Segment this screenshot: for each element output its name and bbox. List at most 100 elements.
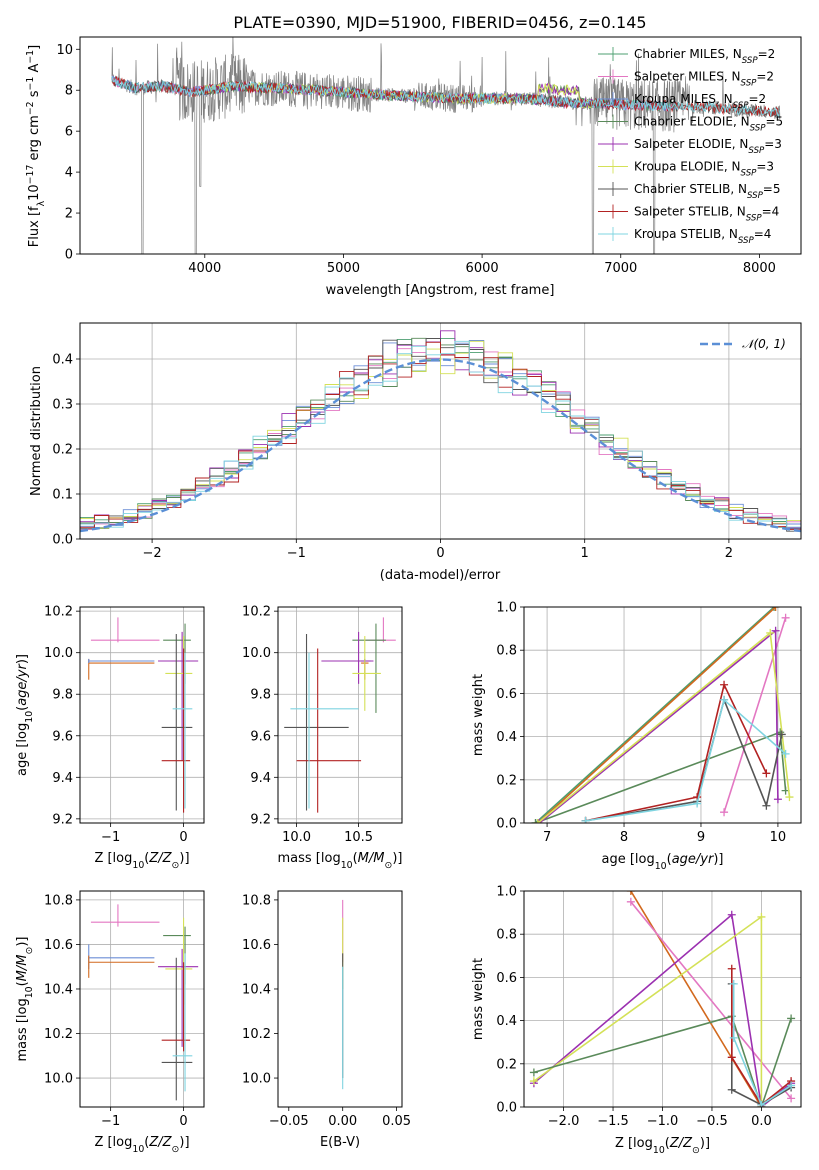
y-tick-label: 10.0 <box>44 646 73 661</box>
weight-series-salpeter-miles <box>626 897 796 1103</box>
y-tick-label: 0 <box>65 248 73 263</box>
y-axis-label: Normed distribution <box>29 366 44 496</box>
axes-weight-vs-age: 7 8 9 10 0.0 0.2 0.4 0.6 0.8 1.0 <box>496 601 802 845</box>
errorbar-point <box>158 948 199 1047</box>
x-tick-label: 0 <box>179 830 187 845</box>
x-tick-label: 10.5 <box>344 830 373 845</box>
y-tick-label: 10.0 <box>242 646 271 661</box>
axes-frame <box>79 36 802 255</box>
y-tick-label: 0.4 <box>52 353 73 368</box>
axes-residuals: −2 −1 0 1 2 0.0 0.1 0.2 0.3 0.4 𝒩(0, 1) <box>52 322 802 561</box>
weight-marker <box>720 695 729 704</box>
y-tick-label: 10.8 <box>44 893 73 908</box>
errorbar-point <box>172 953 193 1092</box>
x-axis-label: mass [log10(M/M⊙)] <box>278 851 403 871</box>
weight-marker <box>777 730 786 739</box>
legend-label: Salpeter MILES, NSSP=2 <box>634 70 774 89</box>
y-tick-label: 6 <box>65 125 73 140</box>
weight-series-orange <box>533 607 780 823</box>
weight-line <box>533 915 763 1107</box>
y-tick-label: 0.0 <box>496 1101 517 1116</box>
y-axis-label: mass weight <box>471 958 486 1040</box>
axes-mass-vs-EBV: −0.05 0.00 0.05 10.0 10.2 10.4 10.6 10.8 <box>242 890 411 1129</box>
x-axis-label: Z [log10(Z/Z⊙)] <box>94 1135 189 1155</box>
weight-marker <box>729 1033 738 1042</box>
weight-marker <box>757 912 766 921</box>
weight-marker <box>727 1085 736 1094</box>
errorbar-point <box>88 658 155 680</box>
axes-spectrum: 4000 5000 6000 7000 8000 0 2 4 6 8 10 Chabrier MILE… <box>56 36 802 276</box>
x-tick-label: 0 <box>179 1114 187 1129</box>
weight-marker <box>781 613 790 622</box>
weight-line <box>630 901 792 1099</box>
errorbar-point <box>90 904 160 927</box>
x-tick-label: 0.0 <box>751 1114 772 1129</box>
axes-age-vs-mass: 10.0 10.5 9.2 9.4 9.6 9.8 10.0 10.2 <box>242 605 403 845</box>
errorbar-point <box>88 658 155 664</box>
x-tick-label: −2 <box>143 546 162 561</box>
x-tick-label: −2.0 <box>548 1114 580 1129</box>
x-axis-label: wavelength [Angstrom, rest frame] <box>326 283 555 298</box>
errorbar-point <box>161 957 193 1101</box>
x-tick-label: 0 <box>436 546 444 561</box>
axes-age-vs-Z: −1 0 9.2 9.4 9.6 9.8 10.0 10.2 <box>44 605 205 845</box>
y-tick-label: 0.6 <box>496 687 517 702</box>
axes-frame <box>277 606 403 824</box>
weight-marker <box>781 749 790 758</box>
errorbar-point <box>290 652 359 809</box>
plot-area-mass-vs-Z <box>88 904 199 1101</box>
axes-frame <box>79 890 205 1108</box>
weight-marker <box>771 607 780 611</box>
weight-marker <box>762 769 771 778</box>
legend-label: Chabrier ELODIE, NSSP=5 <box>634 115 783 134</box>
x-tick-label: 2 <box>725 546 733 561</box>
weight-marker <box>531 819 540 823</box>
x-tick-label: 7000 <box>604 261 637 276</box>
x-tick-label: −1 <box>101 1114 120 1129</box>
plot-area-weight-vs-age <box>531 607 794 823</box>
x-tick-label: −1 <box>101 830 120 845</box>
y-axis-label: mass weight <box>471 674 486 756</box>
errorbar-point <box>163 926 191 985</box>
x-tick-label: 8 <box>620 830 628 845</box>
errorbar-point <box>88 955 155 978</box>
weight-series-kroupa-elodie <box>529 912 766 1107</box>
x-axis-label: age [log10(age/yr)] <box>601 852 723 872</box>
weight-series-chabrier-elodie <box>531 728 790 823</box>
x-tick-label: 10 <box>770 830 787 845</box>
normal-distribution-curve <box>80 358 801 533</box>
y-axis-label: mass [log10(M/M⊙)] <box>15 937 35 1062</box>
weight-line <box>731 968 792 1106</box>
weight-marker <box>773 795 782 804</box>
weight-series-salpeter-elodie <box>535 626 782 823</box>
weight-marker <box>581 816 590 823</box>
weight-marker <box>720 680 729 689</box>
y-tick-label: 0.8 <box>496 928 517 943</box>
plot-area-residuals <box>80 330 801 533</box>
axes-frame <box>277 890 403 1108</box>
weight-series-kroupa-elodie <box>533 628 794 823</box>
weight-line <box>732 983 792 1106</box>
legend-label: 𝒩(0, 1) <box>742 337 786 351</box>
y-axis-label: Flux [fλ10−17 erg cm−2 s−1 A−1] <box>25 45 47 247</box>
errorbar-point <box>161 634 193 811</box>
y-tick-label: 8 <box>65 84 73 99</box>
y-tick-label: 10.6 <box>44 938 73 953</box>
y-tick-label: 9.8 <box>52 688 73 703</box>
weight-line <box>533 1015 792 1107</box>
y-axis-label: age [log10(age/yr)] <box>15 654 35 776</box>
legend-label: Salpeter STELIB, NSSP=4 <box>634 205 779 224</box>
axes-mass-vs-Z: −1 0 10.0 10.2 10.4 10.6 10.8 <box>44 890 205 1129</box>
y-tick-label: 0.8 <box>496 644 517 659</box>
x-tick-label: −1.5 <box>597 1114 629 1129</box>
weight-line <box>534 607 775 823</box>
x-tick-label: 9 <box>697 830 705 845</box>
weight-marker <box>693 799 702 808</box>
x-axis-label: (data-model)/error <box>380 568 501 583</box>
legend-label: Kroupa STELIB, NSSP=4 <box>634 227 771 246</box>
weight-marker <box>787 1094 796 1103</box>
weight-series-salpeter-stelib <box>581 680 771 823</box>
y-tick-label: 9.4 <box>52 771 73 786</box>
weight-marker <box>766 628 775 637</box>
